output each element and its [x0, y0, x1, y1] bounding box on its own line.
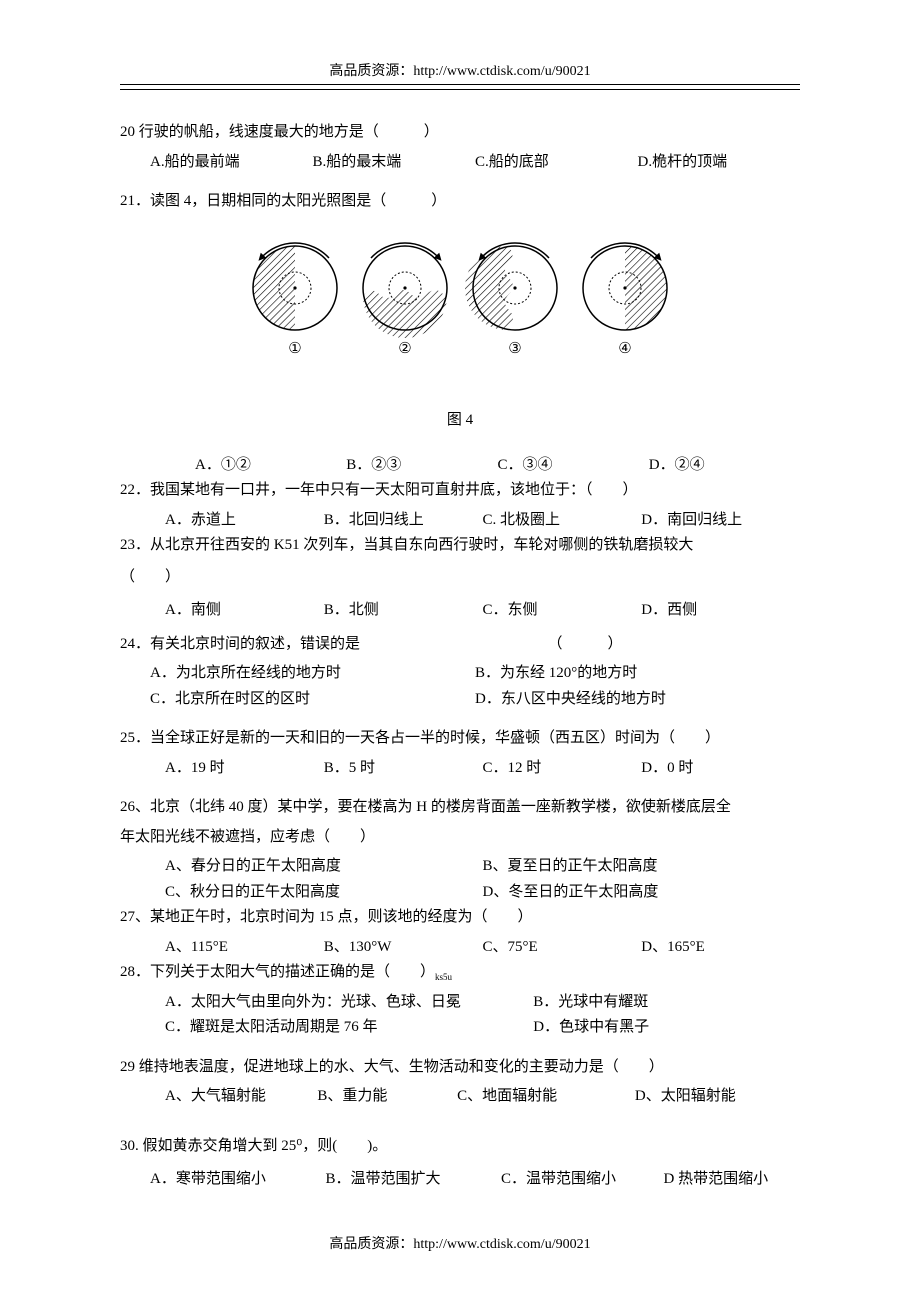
q22-opt-b: B．北回归线上: [324, 508, 483, 534]
figure-4-caption: 图 4: [120, 408, 800, 429]
q20-options: A.船的最前端 B.船的最末端 C.船的底部 D.桅杆的顶端: [120, 150, 800, 176]
q30-opt-a: A．寒带范围缩小: [150, 1167, 326, 1193]
q29-opt-a: A、大气辐射能: [165, 1084, 317, 1110]
q27-stem: 27、某地正午时，北京时间为 15 点，则该地的经度为（ ）: [120, 905, 800, 931]
q29-opt-b: B、重力能: [317, 1084, 457, 1110]
q27-opt-d: D、165°E: [641, 935, 800, 961]
q28-opt-c: C．耀斑是太阳活动周期是 76 年: [165, 1015, 533, 1041]
q29-opt-d: D、太阳辐射能: [635, 1084, 800, 1110]
q21-stem: 21．读图 4，日期相同的太阳光照图是（ ）: [120, 189, 800, 215]
q24-opt-a: A．为北京所在经线的地方时: [150, 661, 475, 687]
q21-opt-b: B．②③: [346, 453, 497, 479]
q28-opt-d: D．色球中有黑子: [533, 1015, 800, 1041]
header-rule: [120, 89, 800, 90]
q28-opt-a: A．太阳大气由里向外为：光球、色球、日冕: [165, 990, 533, 1016]
q28-sub: ks5u: [435, 972, 452, 982]
q25-opt-d: D．0 时: [641, 756, 800, 782]
q25-opt-a: A．19 时: [165, 756, 324, 782]
figure-4: ① ② ③: [120, 233, 800, 368]
q25-options: A．19 时 B．5 时 C．12 时 D．0 时: [120, 756, 800, 782]
q21-opt-d: D．②④: [649, 453, 800, 479]
q26-opt-a: A、春分日的正午太阳高度: [165, 854, 483, 880]
q30-opt-b: B．温带范围扩大: [326, 1167, 502, 1193]
q30-options: A．寒带范围缩小 B．温带范围扩大 C．温带范围缩小 D 热带范围缩小: [120, 1167, 800, 1193]
q22-opt-d: D．南回归线上: [641, 508, 800, 534]
q28-opt-b: B．光球中有耀斑: [533, 990, 800, 1016]
q20-opt-a: A.船的最前端: [150, 150, 313, 176]
fig-label-4: ④: [618, 341, 631, 357]
fig-label-1: ①: [288, 341, 301, 357]
q24-opt-b: B．为东经 120°的地方时: [475, 661, 800, 687]
q28-stem-text: 28．下列关于太阳大气的描述正确的是（ ）: [120, 964, 435, 980]
q25-opt-c: C．12 时: [483, 756, 642, 782]
q24-opt-c: C．北京所在时区的区时: [150, 687, 475, 713]
q26-opt-d: D、冬至日的正午太阳高度: [483, 880, 801, 906]
q24-opt-d: D．东八区中央经线的地方时: [475, 687, 800, 713]
q26-opt-b: B、夏至日的正午太阳高度: [483, 854, 801, 880]
q21-opt-c: C．③④: [498, 453, 649, 479]
q22-options: A．赤道上 B．北回归线上 C. 北极圈上 D．南回归线上: [120, 508, 800, 534]
q27-opt-c: C、75°E: [483, 935, 642, 961]
q20-opt-c: C.船的底部: [475, 150, 638, 176]
q29-options: A、大气辐射能 B、重力能 C、地面辐射能 D、太阳辐射能: [120, 1084, 800, 1110]
page-footer: 高品质资源：http://www.ctdisk.com/u/90021: [120, 1233, 800, 1253]
q23-stem-line2: （ ）: [120, 565, 800, 591]
q22-opt-a: A．赤道上: [165, 508, 324, 534]
q23-stem-line1: 23．从北京开往西安的 K51 次列车，当其自东向西行驶时，车轮对哪侧的铁轨磨损…: [120, 533, 800, 559]
q21-opt-a: A．①②: [195, 453, 346, 479]
q23-opt-d: D．西侧: [641, 598, 800, 624]
q27-opt-a: A、115°E: [165, 935, 324, 961]
q26-stem-line1: 26、北京（北纬 40 度）某中学，要在楼高为 H 的楼房背面盖一座新教学楼，欲…: [120, 795, 800, 821]
q22-stem: 22．我国某地有一口井，一年中只有一天太阳可直射井底，该地位于：（ ）: [120, 478, 800, 504]
page-header: 高品质资源：http://www.ctdisk.com/u/90021: [120, 60, 800, 85]
q26-options: A、春分日的正午太阳高度 B、夏至日的正午太阳高度 C、秋分日的正午太阳高度 D…: [120, 854, 800, 905]
q25-opt-b: B．5 时: [324, 756, 483, 782]
q29-stem: 29 维持地表温度，促进地球上的水、大气、生物活动和变化的主要动力是（ ）: [120, 1055, 800, 1081]
q23-options: A．南侧 B．北侧 C．东侧 D．西侧: [120, 598, 800, 624]
q28-stem: 28．下列关于太阳大气的描述正确的是（ ）ks5u: [120, 960, 800, 986]
q25-stem: 25．当全球正好是新的一天和旧的一天各占一半的时候，华盛顿（西五区）时间为（ ）: [120, 726, 800, 752]
q27-opt-b: B、130°W: [324, 935, 483, 961]
q27-options: A、115°E B、130°W C、75°E D、165°E: [120, 935, 800, 961]
q23-opt-b: B．北侧: [324, 598, 483, 624]
q23-opt-a: A．南侧: [165, 598, 324, 624]
q30-opt-d: D 热带范围缩小: [664, 1167, 801, 1193]
q29-opt-c: C、地面辐射能: [457, 1084, 635, 1110]
q24-stem: 24．有关北京时间的叙述，错误的是 （ ）: [120, 632, 800, 658]
q26-opt-c: C、秋分日的正午太阳高度: [165, 880, 483, 906]
q20-opt-b: B.船的最末端: [313, 150, 476, 176]
q28-options: A．太阳大气由里向外为：光球、色球、日冕 B．光球中有耀斑 C．耀斑是太阳活动周…: [120, 990, 800, 1041]
q23-opt-c: C．东侧: [483, 598, 642, 624]
q26-stem-line2: 年太阳光线不被遮挡，应考虑（ ）: [120, 825, 800, 851]
q30-opt-c: C．温带范围缩小: [501, 1167, 664, 1193]
q20-opt-d: D.桅杆的顶端: [638, 150, 801, 176]
fig-label-2: ②: [398, 341, 411, 357]
q21-options: A．①② B．②③ C．③④ D．②④: [120, 453, 800, 479]
q30-stem: 30. 假如黄赤交角增大到 25⁰，则( )。: [120, 1134, 800, 1160]
q20-stem: 20 行驶的帆船，线速度最大的地方是（ ）: [120, 120, 800, 146]
fig-label-3: ③: [508, 341, 521, 357]
q22-opt-c: C. 北极圈上: [483, 508, 642, 534]
q24-options: A．为北京所在经线的地方时 B．为东经 120°的地方时 C．北京所在时区的区时…: [120, 661, 800, 712]
